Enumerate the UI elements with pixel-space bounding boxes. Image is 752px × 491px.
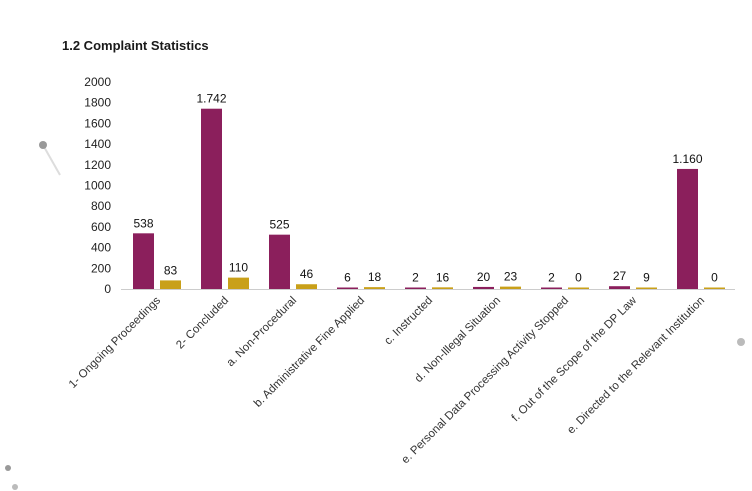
bar [636, 287, 657, 289]
bar [500, 286, 521, 289]
bar [568, 287, 589, 289]
data-label: 20 [477, 270, 491, 284]
bar [432, 287, 453, 289]
x-tick-label: a. Non-Procedural [225, 295, 299, 369]
data-label: 110 [229, 261, 248, 275]
y-tick-label: 1000 [84, 179, 111, 193]
bar [337, 287, 358, 289]
bar [541, 287, 562, 289]
data-label: 18 [368, 270, 382, 284]
y-tick-label: 600 [91, 220, 111, 234]
data-label: 0 [711, 271, 718, 285]
y-tick-label: 1400 [84, 137, 111, 151]
data-label: 83 [164, 263, 178, 277]
y-tick-label: 1600 [84, 116, 111, 130]
decor-dot [5, 465, 11, 471]
data-label: 1.160 [672, 152, 702, 166]
x-tick-label: 1- Ongoing Proceedings [67, 294, 163, 390]
decorative-dots [5, 141, 745, 490]
bar [201, 108, 222, 289]
bar [269, 234, 290, 289]
x-tick-label: b. Administrative Fine Applied [252, 295, 367, 410]
data-label: 23 [504, 270, 518, 284]
y-axis-ticks: 0 200 400 600 800 1000 1200 1400 1600 1800 2000 [84, 75, 111, 296]
bar [296, 284, 317, 289]
decor-dot [737, 338, 745, 346]
x-tick-label: f. Out of the Scope of the DP Law [510, 294, 640, 424]
data-label: 538 [133, 216, 153, 230]
decor-line [42, 144, 61, 176]
x-tick-label: c. Instructed [382, 295, 435, 348]
bar [160, 280, 181, 289]
bar [677, 168, 698, 289]
bar [405, 287, 426, 289]
data-label: 2 [548, 271, 555, 285]
bar [609, 286, 630, 289]
bar [704, 287, 725, 289]
chart-title: 1.2 Complaint Statistics [62, 38, 209, 53]
data-label: 2 [412, 271, 419, 285]
data-label: 16 [436, 270, 450, 284]
bar [228, 277, 249, 289]
decor-dot [12, 484, 18, 490]
data-label: 27 [613, 269, 627, 283]
y-tick-label: 800 [91, 199, 111, 213]
data-label: 6 [344, 271, 351, 285]
y-tick-label: 400 [91, 241, 111, 255]
bar [133, 233, 154, 289]
bar [364, 287, 385, 289]
bars [133, 108, 725, 289]
data-label: 1.742 [196, 92, 226, 106]
y-tick-label: 1800 [84, 96, 111, 110]
data-label: 46 [300, 267, 314, 281]
bar [473, 286, 494, 289]
y-tick-label: 0 [104, 282, 111, 296]
data-label: 9 [643, 271, 650, 285]
x-tick-label: 2- Concluded [174, 295, 231, 352]
y-tick-label: 1200 [84, 158, 111, 172]
y-tick-label: 2000 [84, 75, 111, 89]
y-tick-label: 200 [91, 261, 111, 275]
data-label: 0 [575, 271, 582, 285]
data-label: 525 [269, 218, 289, 232]
x-tick-label: e. Directed to the Relevant Institution [565, 295, 707, 437]
decor-dot [39, 141, 47, 149]
